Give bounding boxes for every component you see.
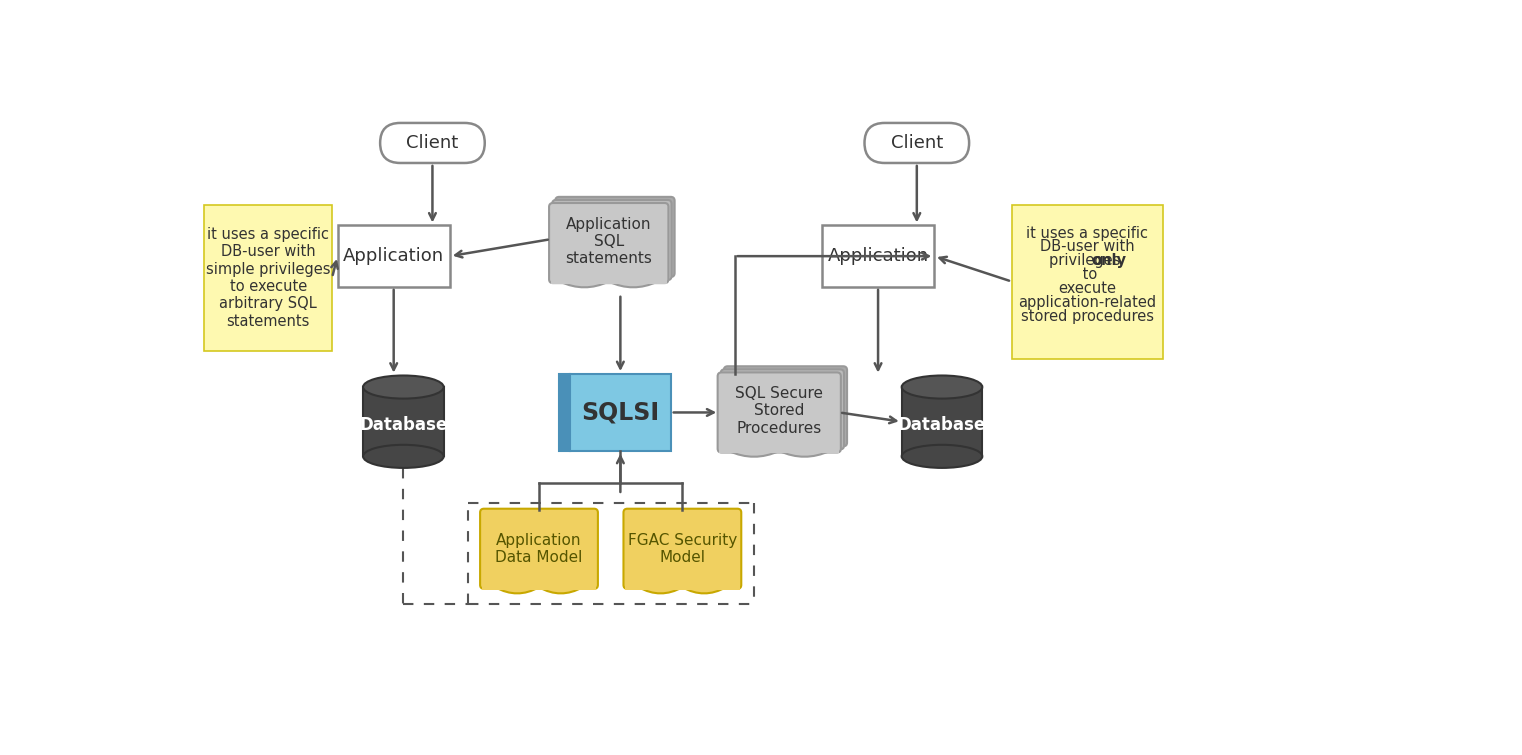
Text: Client: Client	[406, 134, 458, 152]
Text: Application
SQL
statements: Application SQL statements	[565, 217, 653, 267]
Text: Client: Client	[890, 134, 944, 152]
FancyBboxPatch shape	[479, 509, 598, 589]
Text: privileges: privileges	[1049, 253, 1125, 268]
Ellipse shape	[364, 445, 444, 468]
Ellipse shape	[901, 445, 982, 468]
Text: FGAC Security
Model: FGAC Security Model	[627, 532, 737, 565]
Text: application-related: application-related	[1018, 295, 1157, 310]
Bar	[481, 585, 597, 590]
Ellipse shape	[901, 375, 982, 399]
FancyBboxPatch shape	[724, 366, 848, 446]
Bar	[822, 225, 935, 287]
Bar	[204, 205, 332, 351]
PathPatch shape	[729, 451, 829, 457]
FancyBboxPatch shape	[380, 123, 484, 163]
FancyBboxPatch shape	[718, 372, 840, 452]
FancyBboxPatch shape	[624, 509, 741, 589]
FancyBboxPatch shape	[864, 123, 970, 163]
Text: Database: Database	[898, 416, 986, 434]
FancyBboxPatch shape	[549, 203, 668, 283]
Text: Application: Application	[342, 247, 444, 265]
Text: DB-user with: DB-user with	[1040, 239, 1134, 254]
Text: Application: Application	[828, 247, 928, 265]
Bar	[626, 585, 740, 590]
Bar	[720, 448, 839, 453]
PathPatch shape	[560, 282, 658, 288]
Bar	[1012, 205, 1163, 359]
Bar	[559, 374, 571, 451]
PathPatch shape	[496, 587, 583, 593]
FancyBboxPatch shape	[552, 200, 671, 280]
Bar	[901, 387, 982, 456]
FancyBboxPatch shape	[721, 369, 845, 449]
Text: it uses a specific
DB-user with
simple privileges
to execute
arbitrary SQL
state: it uses a specific DB-user with simple p…	[205, 226, 330, 328]
Text: Application
Data Model: Application Data Model	[495, 532, 583, 565]
Text: to: to	[1078, 267, 1097, 282]
Text: stored procedures: stored procedures	[1021, 309, 1154, 324]
FancyBboxPatch shape	[556, 197, 674, 277]
Ellipse shape	[364, 375, 444, 399]
Text: execute: execute	[1058, 281, 1116, 296]
Bar	[338, 225, 451, 287]
Text: SQL Secure
Stored
Procedures: SQL Secure Stored Procedures	[735, 386, 823, 436]
Bar	[571, 374, 671, 451]
Text: only: only	[1091, 253, 1126, 268]
Text: Database: Database	[359, 416, 447, 434]
Bar	[551, 279, 667, 284]
PathPatch shape	[639, 587, 726, 593]
Bar	[364, 387, 444, 456]
Text: it uses a specific: it uses a specific	[1026, 226, 1148, 241]
Text: SQLSI: SQLSI	[581, 400, 659, 424]
